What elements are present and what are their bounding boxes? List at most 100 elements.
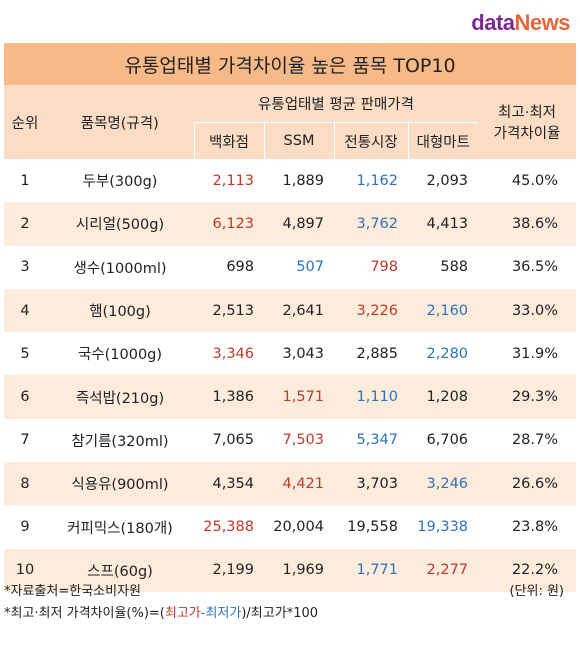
cell-mart: 6,706 <box>426 432 469 449</box>
cell-ratio: 45.0% <box>511 172 559 189</box>
cell-ssm: 3,043 <box>282 345 324 362</box>
cell-ratio: 29.3% <box>478 375 577 419</box>
cell-mart: 3,246 <box>408 462 479 506</box>
cell-trad: 3,226 <box>334 288 408 333</box>
table-row: 9 커피믹스(180개) 25,388 20,004 19,558 19,338 23.8% <box>4 505 576 548</box>
cell-dept: 7,065 <box>212 432 254 449</box>
cell-item: 두부(300g) <box>82 174 158 191</box>
cell-ssm: 1,969 <box>264 548 334 592</box>
table-row: 6 즉석밥(210g) 1,386 1,571 1,110 1,208 29.3% <box>4 375 577 419</box>
cell-trad: 3,703 <box>334 462 408 506</box>
cell-mart: 2,160 <box>408 288 479 333</box>
table-title: 유통업태별 가격차이율 높은 품목 TOP10 <box>4 43 576 85</box>
cell-rank: 9 <box>20 519 30 536</box>
table-row: 2 시리얼(500g) 6,123 4,897 3,762 4,413 38.6% <box>4 202 577 246</box>
cell-dept: 1,386 <box>194 375 264 419</box>
cell-trad: 3,762 <box>334 202 408 246</box>
table-row: 8 식용유(900ml) 4,354 4,421 3,703 3,246 26.6% <box>4 462 577 506</box>
cell-ssm: 2,641 <box>264 288 334 333</box>
cell-item: 시리얼(500g) <box>46 202 194 246</box>
cell-item: 즉석밥(210g) <box>46 375 194 419</box>
cell-trad: 2,885 <box>356 345 398 362</box>
cell-ratio: 23.8% <box>511 519 559 536</box>
cell-ratio: 38.6% <box>478 202 577 246</box>
cell-trad: 798 <box>370 259 398 276</box>
cell-trad: 1,110 <box>334 375 408 419</box>
footer-formula-prefix: *최고·최저 가격차이율(%)=( <box>4 606 165 621</box>
cell-item: 참기름(320ml) <box>71 433 169 450</box>
logo-part-data: data <box>471 10 515 35</box>
datanews-logo: dataNews <box>471 10 570 40</box>
cell-dept: 2,513 <box>194 288 264 333</box>
logo-part-news: News <box>514 10 571 35</box>
header-ratio-line1: 최고·최저 <box>498 105 557 121</box>
header-group: 유통업태별 평균 판매가격 <box>194 85 479 123</box>
cell-mart: 1,208 <box>408 375 479 419</box>
cell-trad: 1,162 <box>356 172 398 189</box>
cell-trad: 5,347 <box>356 432 398 449</box>
table-row: 4 햄(100g) 2,513 2,641 3,226 2,160 33.0% <box>4 288 577 333</box>
table-row: 5 국수(1000g) 3,346 3,043 2,885 2,280 31.9% <box>4 332 576 375</box>
footer-formula-max: 최고가 <box>164 606 201 621</box>
footer-line-2: *최고·최저 가격차이율(%)=(최고가-최저가)/최고가*100 <box>4 602 576 621</box>
cell-ssm: 1,571 <box>264 375 334 419</box>
cell-item: 생수(1000ml) <box>73 260 167 277</box>
cell-rank: 3 <box>20 259 30 276</box>
cell-rank: 4 <box>4 288 46 333</box>
cell-rank: 10 <box>4 548 46 592</box>
cell-trad: 19,558 <box>347 519 398 536</box>
cell-ratio: 33.0% <box>478 288 577 333</box>
footer-unit: (단위: 원) <box>509 584 564 599</box>
cell-ratio: 31.9% <box>511 345 559 362</box>
cell-ssm: 4,897 <box>264 202 334 246</box>
table-row: 10 스프(60g) 2,199 1,969 1,771 2,277 22.2% <box>4 548 577 592</box>
cell-ssm: 4,421 <box>264 462 334 506</box>
cell-item: 햄(100g) <box>46 288 194 333</box>
cell-item: 커피믹스(180개) <box>67 520 173 537</box>
footer-formula-dash: - <box>200 606 206 621</box>
footer-source: *자료출처=한국소비자원 <box>4 584 141 599</box>
cell-item: 국수(1000g) <box>77 347 163 364</box>
cell-rank: 1 <box>20 172 30 189</box>
cell-dept: 3,346 <box>212 345 254 362</box>
cell-mart: 2,277 <box>408 548 479 592</box>
header-ratio: 최고·최저 가격차이율 <box>478 85 577 159</box>
cell-rank: 7 <box>20 432 30 449</box>
cell-mart: 588 <box>440 259 469 276</box>
cell-ratio: 22.2% <box>478 548 577 592</box>
cell-mart: 19,338 <box>417 519 469 536</box>
cell-trad: 1,771 <box>334 548 408 592</box>
cell-dept: 2,113 <box>212 172 254 189</box>
cell-ratio: 26.6% <box>478 462 577 506</box>
price-table: 순위 품목명(규격) 유통업태별 평균 판매가격 최고·최저 가격차이율 백화점… <box>4 85 577 592</box>
cell-item: 스프(60g) <box>46 548 194 592</box>
cell-dept: 698 <box>226 259 254 276</box>
header-dept: 백화점 <box>193 122 264 159</box>
cell-item: 식용유(900ml) <box>46 462 194 506</box>
cell-dept: 4,354 <box>194 462 264 506</box>
cell-rank: 6 <box>4 375 46 419</box>
header-trad: 전통시장 <box>333 122 408 159</box>
cell-rank: 2 <box>4 202 46 246</box>
header-ratio-line2: 가격차이율 <box>493 126 561 142</box>
cell-dept: 6,123 <box>194 202 264 246</box>
header-ssm: SSM <box>263 122 334 159</box>
table-row: 7 참기름(320ml) 7,065 7,503 5,347 6,706 28.7% <box>4 419 576 462</box>
cell-ratio: 28.7% <box>511 432 559 449</box>
cell-ssm: 7,503 <box>282 432 324 449</box>
header-item: 품목명(규격) <box>46 85 194 159</box>
cell-rank: 5 <box>20 345 30 362</box>
cell-mart: 2,093 <box>426 172 469 189</box>
table-body: 1 두부(300g) 2,113 1,889 1,162 2,093 45.0% 2 시리얼(5… <box>4 159 577 592</box>
footer-formula-min: 최저가 <box>205 606 242 621</box>
footer-formula-suffix: )/최고가*100 <box>241 606 319 621</box>
cell-mart: 4,413 <box>408 202 479 246</box>
header-rank: 순위 <box>4 85 46 159</box>
cell-rank: 8 <box>4 462 46 506</box>
cell-ssm: 507 <box>296 259 324 276</box>
cell-ssm: 20,004 <box>273 519 324 536</box>
cell-ssm: 1,889 <box>282 172 324 189</box>
cell-mart: 2,280 <box>426 345 469 362</box>
table-row: 1 두부(300g) 2,113 1,889 1,162 2,093 45.0% <box>4 159 576 202</box>
header-mart: 대형마트 <box>407 122 479 159</box>
